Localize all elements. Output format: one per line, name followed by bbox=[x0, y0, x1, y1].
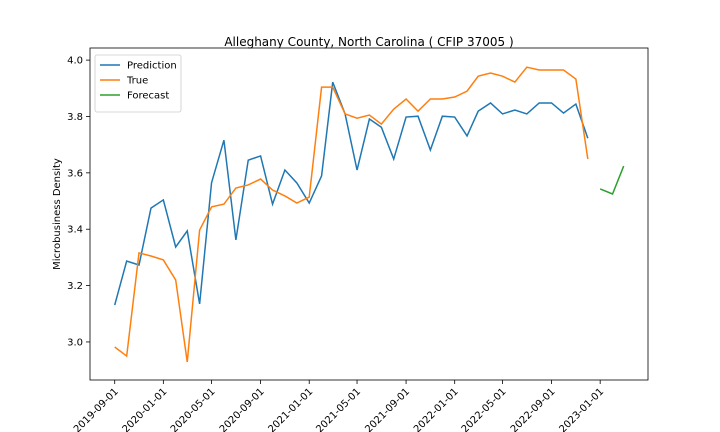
legend-label: Prediction bbox=[127, 61, 177, 72]
series-line bbox=[114, 66, 589, 363]
chart-title: Alleghany County, North Carolina ( CFIP … bbox=[224, 35, 513, 49]
y-tick-label: 4.0 bbox=[67, 56, 83, 67]
y-tick-label: 3.2 bbox=[67, 281, 83, 292]
legend-label: Forecast bbox=[127, 91, 169, 102]
legend-box bbox=[94, 54, 182, 113]
series-line bbox=[113, 81, 589, 306]
y-axis-label: Microbusiness Density bbox=[52, 158, 63, 270]
y-tick-label: 3.6 bbox=[67, 168, 83, 179]
y-tick-label: 3.8 bbox=[67, 112, 83, 123]
legend-label: True bbox=[126, 76, 148, 87]
y-tick-label: 3.4 bbox=[67, 225, 83, 236]
plot-frame bbox=[89, 47, 649, 381]
series-line bbox=[599, 165, 625, 195]
y-tick-label: 3.0 bbox=[67, 337, 83, 348]
